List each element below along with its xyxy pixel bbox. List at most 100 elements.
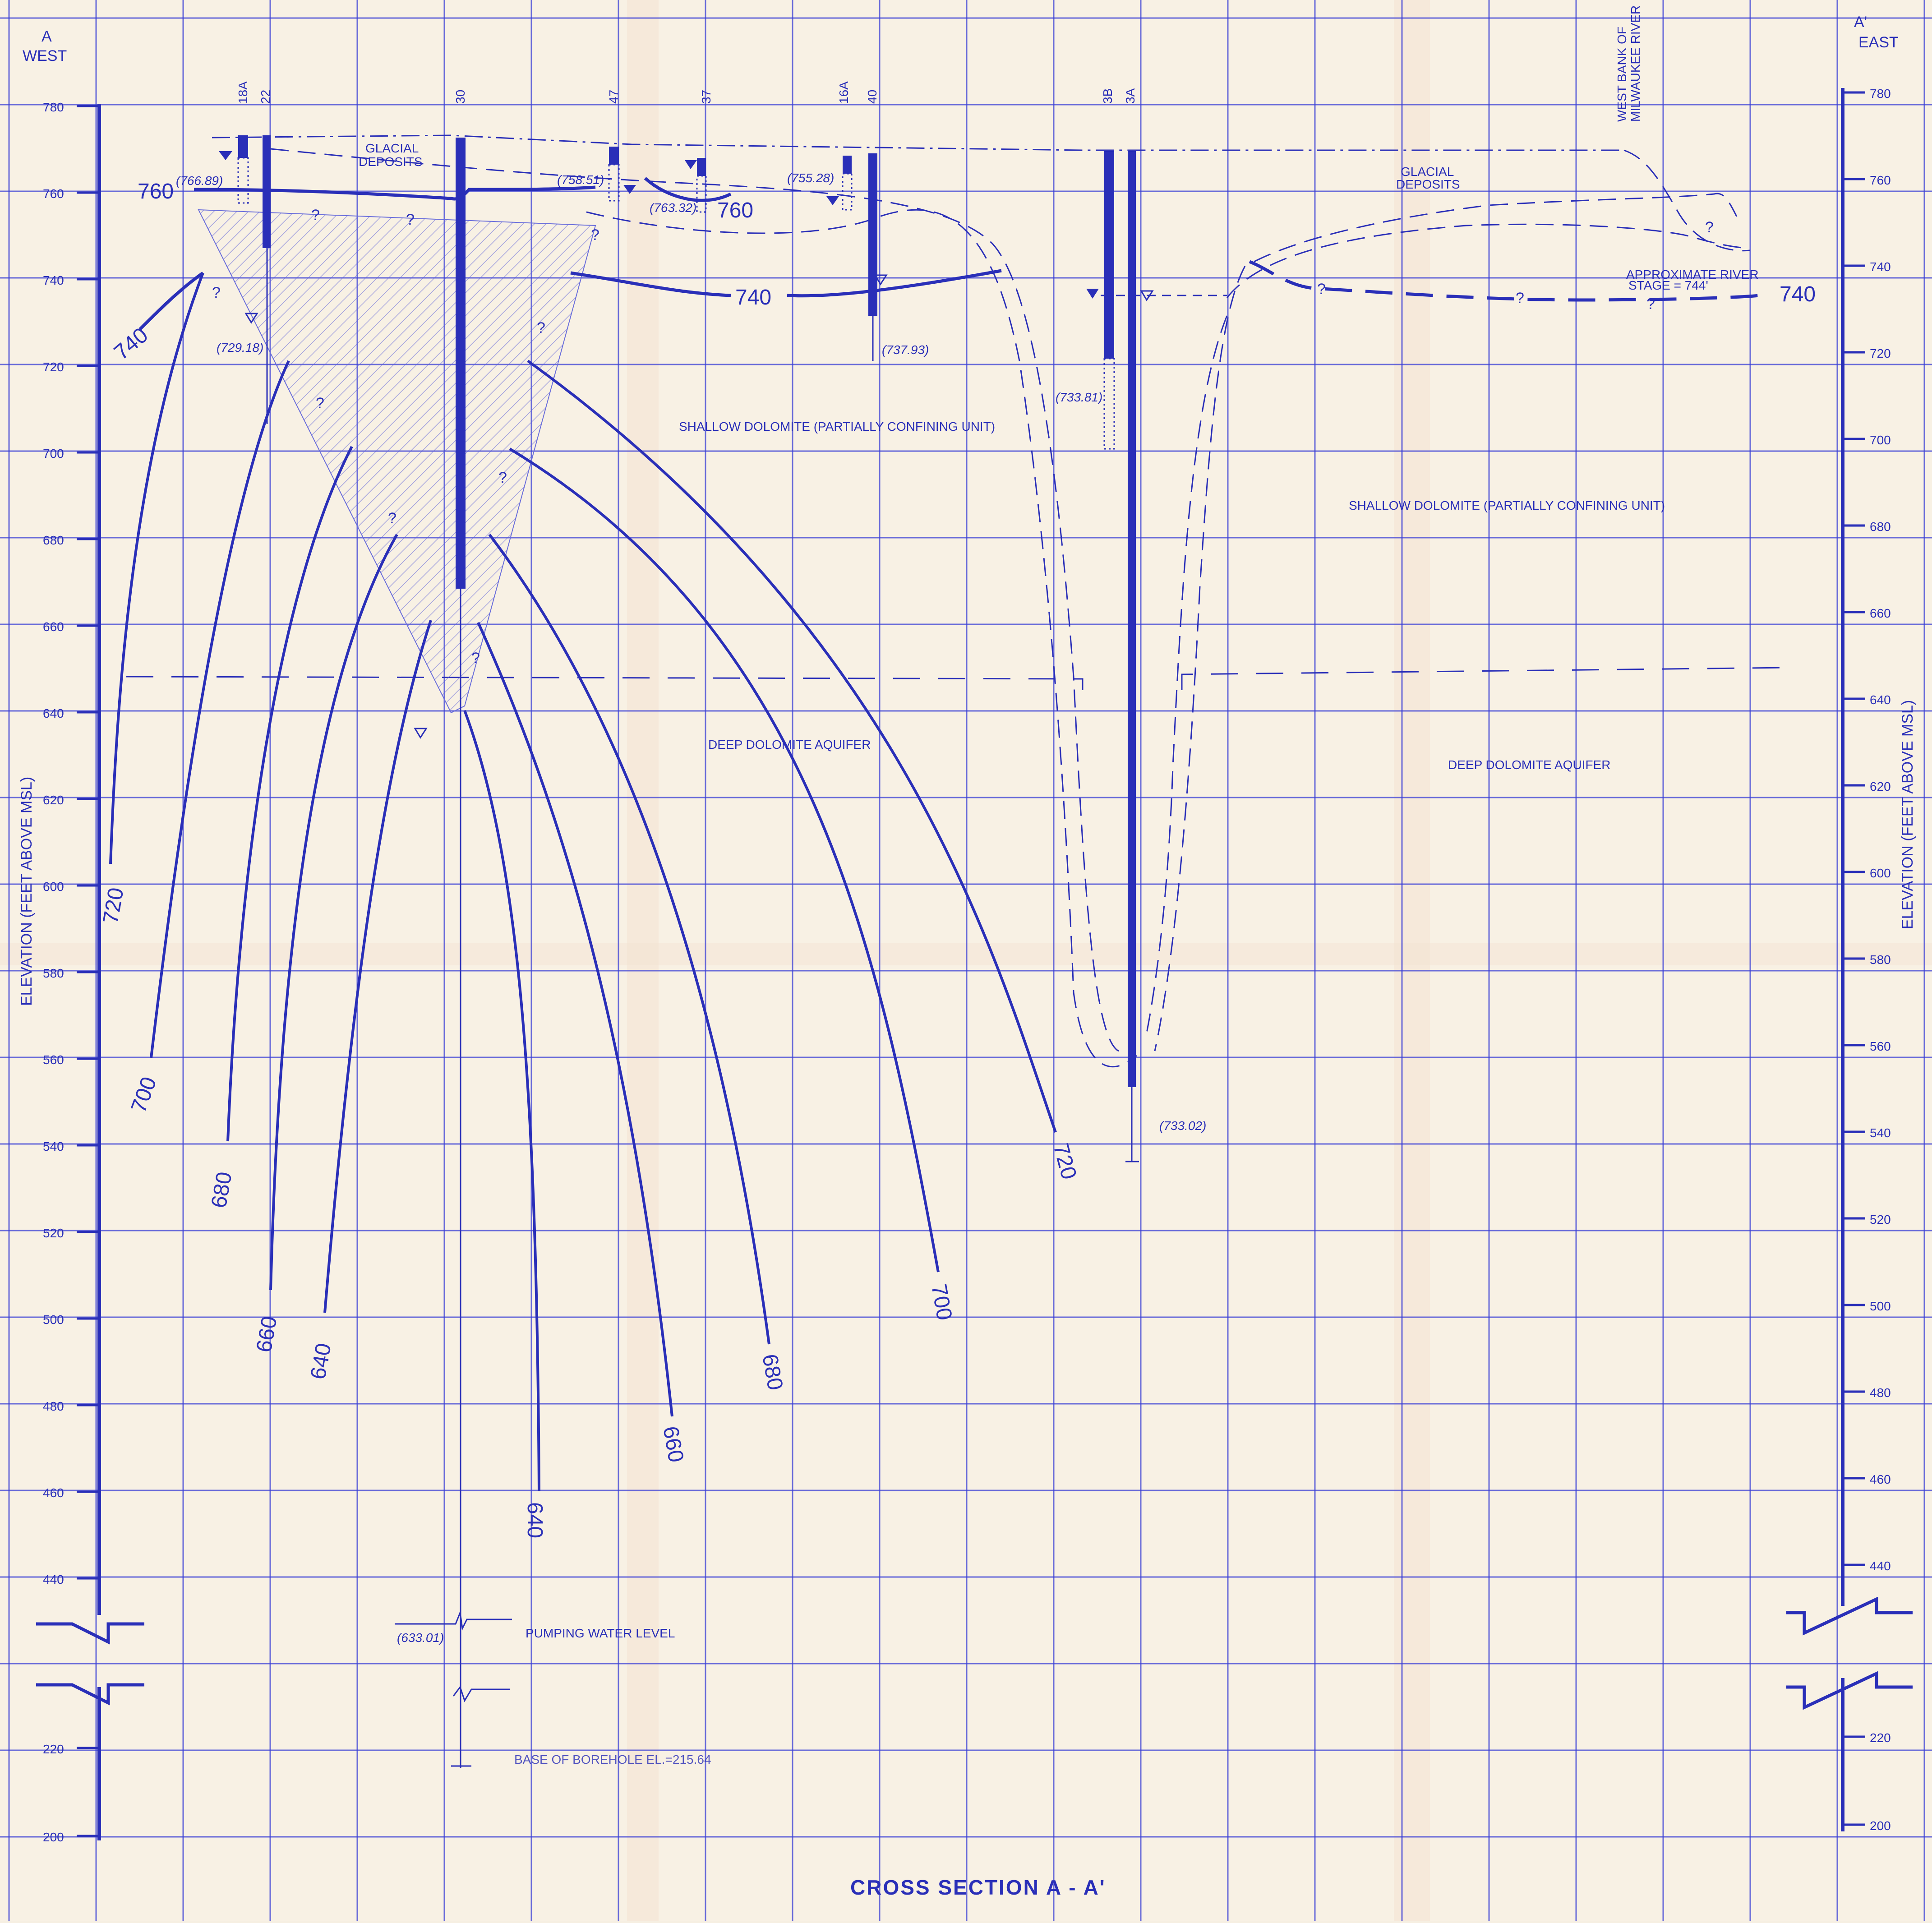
left-tick-label: 640 — [43, 706, 64, 720]
left-tick-label: 440 — [43, 1573, 64, 1586]
right-tick-label: 440 — [1870, 1559, 1891, 1573]
left-tick-label: 700 — [43, 447, 64, 461]
uncertain-contact-mark: ? — [1646, 295, 1655, 313]
water-level-value: (733.81) — [1056, 390, 1102, 404]
right-tick-label: 460 — [1870, 1472, 1891, 1486]
contour-660-east — [477, 622, 673, 1417]
contour-700-east — [509, 447, 940, 1273]
glacial-deposits-label-1: GLACIAL — [365, 141, 419, 155]
right-tick-label: 720 — [1870, 346, 1891, 360]
uncertain-contact-mark: ? — [591, 226, 599, 244]
question-marks: ????????????? — [212, 207, 1714, 667]
right-tick-label: 220 — [1870, 1731, 1891, 1745]
uncertain-contact-mark: ? — [212, 284, 221, 301]
pumping-level-symbol — [395, 1610, 512, 1702]
river-stage-label-2: STAGE = 744' — [1628, 278, 1708, 292]
contour-760-mid-label: 760 — [717, 198, 753, 222]
contour-740-mid-label: 740 — [735, 286, 771, 309]
well-37 — [696, 158, 707, 213]
contour-720-west — [109, 272, 204, 864]
water-level-value: (729.18) — [217, 341, 263, 355]
contour-660-west — [269, 534, 398, 1291]
left-tick-label: 480 — [43, 1399, 64, 1413]
east-end-word: EAST — [1858, 34, 1899, 51]
west-end-word: WEST — [23, 47, 67, 65]
well-id-label: 37 — [699, 90, 713, 104]
deep-aquifer-top-east — [1181, 667, 1787, 690]
left-tick-label: 620 — [43, 793, 64, 807]
glacial-base-line — [270, 148, 1119, 1052]
well-3A — [1125, 151, 1139, 1162]
left-tick-label: 500 — [43, 1313, 64, 1327]
glacial-east-label-1: GLACIAL — [1401, 165, 1454, 179]
left-tick-label: 680 — [43, 533, 64, 547]
well-id-label: 3A — [1123, 88, 1137, 104]
water-level-value: (633.01) — [397, 1631, 444, 1645]
water-level-value: (758.51) — [557, 173, 604, 187]
right-elevation-axis — [1786, 88, 1913, 1831]
glacial-deposits-label-2: DEPOSITS — [359, 155, 423, 169]
right-ticks: 780 760 740 720 700 680 660 640 620 600 580 560 540 5… — [1843, 87, 1891, 1833]
water-level-value: (755.28) — [787, 171, 834, 185]
right-tick-label: 580 — [1870, 953, 1891, 967]
left-tick-label: 580 — [43, 966, 64, 980]
east-end-letter: A' — [1854, 14, 1867, 31]
glacial-east-label-2: DEPOSITS — [1396, 177, 1460, 191]
river-bank-label-2: MILWAUKEE RIVER — [1628, 5, 1642, 122]
uncertain-contact-mark: ? — [471, 650, 480, 667]
contour-640-east — [463, 710, 540, 1491]
pumping-water-level-label: PUMPING WATER LEVEL — [526, 1626, 675, 1640]
right-tick-label: 660 — [1870, 606, 1891, 620]
well-47 — [608, 147, 620, 202]
well-3B — [1103, 151, 1115, 450]
left-tick-label: 560 — [43, 1053, 64, 1067]
left-tick-label: 780 — [43, 100, 64, 114]
right-tick-label: 200 — [1870, 1819, 1891, 1833]
ground-surface-line — [212, 134, 1624, 151]
well-id-label: 3B — [1101, 88, 1115, 104]
well-id-label: 30 — [453, 90, 467, 104]
uncertain-contact-mark: ? — [311, 207, 320, 224]
uncertain-contact-mark: ? — [388, 510, 397, 527]
well-id-label: 22 — [258, 90, 272, 104]
left-axis-label: ELEVATION (FEET ABOVE MSL) — [18, 777, 35, 1006]
right-tick-label: 760 — [1870, 173, 1891, 187]
west-end-letter: A — [41, 28, 52, 45]
contour-680-west — [226, 446, 353, 1142]
right-tick-label: 680 — [1870, 520, 1891, 534]
river-bank-label-1: WEST BANK OF — [1615, 27, 1629, 122]
well-labels: 18A 22 30 47 37 16A 40 3B 3A — [236, 81, 1137, 104]
glacial-east-upper — [1254, 193, 1738, 263]
left-tick-label: 600 — [43, 880, 64, 894]
deep-aquifer-west-label: DEEP DOLOMITE AQUIFER — [708, 738, 871, 752]
base-of-borehole-label: BASE OF BOREHOLE EL.=215.64 — [514, 1752, 711, 1766]
river-stage-label-1: APPROXIMATE RIVER — [1626, 267, 1759, 281]
water-level-markers — [219, 151, 1154, 739]
glacial-lower-dashed — [586, 209, 1137, 1068]
right-tick-label: 600 — [1870, 866, 1891, 880]
left-tick-label: 720 — [43, 360, 64, 374]
left-tick-label: 520 — [43, 1226, 64, 1240]
uncertain-contact-mark: ? — [1516, 290, 1524, 307]
right-tick-label: 500 — [1870, 1299, 1891, 1313]
right-axis-label: ELEVATION (FEET ABOVE MSL) — [1899, 700, 1916, 929]
contour-740-east-label: 740 — [1780, 282, 1816, 306]
uncertain-contact-mark: ? — [406, 211, 415, 228]
left-tick-label: 760 — [43, 187, 64, 201]
uncertain-contact-mark: ? — [316, 395, 324, 412]
contour-740-mid — [570, 269, 1002, 298]
water-level-value: (737.93) — [882, 343, 929, 357]
contour-640-east-label: 640 — [523, 1502, 547, 1538]
drawing-title: CROSS SECTION A - A' — [850, 1876, 1106, 1899]
left-elevation-axis — [36, 104, 144, 1840]
drawdown-east-limb — [1154, 266, 1246, 1051]
right-tick-label: 480 — [1870, 1386, 1891, 1400]
water-level-value: (733.02) — [1159, 1119, 1206, 1133]
right-tick-label: 540 — [1870, 1126, 1891, 1140]
water-level-value: (763.32) — [650, 201, 696, 215]
right-tick-label: 640 — [1870, 693, 1891, 707]
well-16A — [842, 156, 853, 211]
